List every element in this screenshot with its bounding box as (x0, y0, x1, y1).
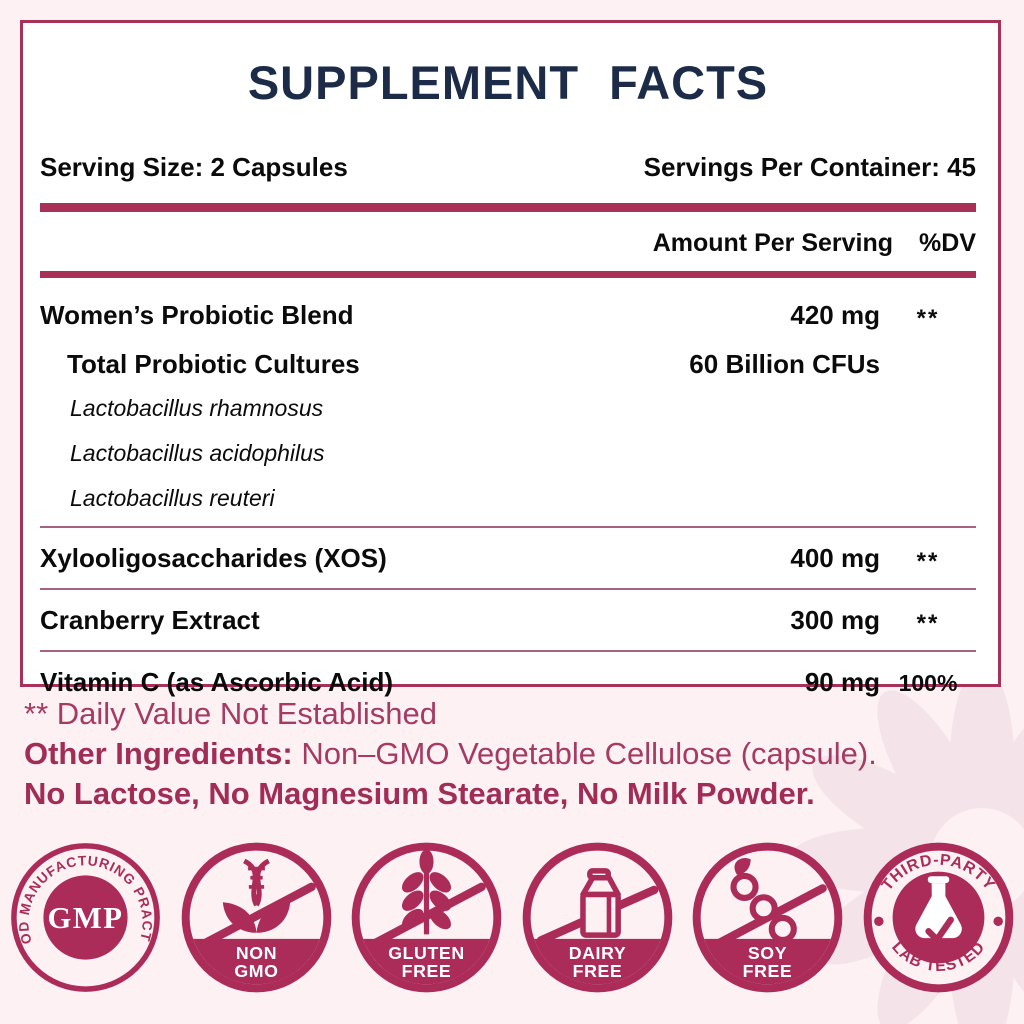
ingredient-name: Cranberry Extract (40, 605, 260, 635)
ingredient-amount: 300 mg (790, 605, 880, 635)
ingredient-row-cranberry: Cranberry Extract 300 mg ** (40, 590, 976, 650)
supplement-facts-panel: SUPPLEMENT FACTS Serving Size: 2 Capsule… (20, 20, 1001, 697)
footnotes: ** Daily Value Not Established Other Ing… (24, 694, 1016, 814)
divider-thin (40, 650, 976, 652)
ingredient-name: Xylooligosaccharides (XOS) (40, 543, 387, 573)
gluten-free-badge-icon: GLUTEN FREE (351, 842, 502, 993)
ingredient-row-probiotic-blend: Women’s Probiotic Blend 420 mg ** (40, 278, 976, 337)
ingredient-amount: 400 mg (790, 543, 880, 573)
amount-per-serving-header: Amount Per Serving (652, 229, 894, 257)
species-row: Lactobacillus acidophilus (40, 431, 976, 476)
ingredient-name: Women’s Probiotic Blend (40, 300, 354, 330)
servings-per-container: Servings Per Container: 45 (643, 152, 976, 182)
badge-label-line2: FREE (743, 961, 793, 981)
non-gmo-badge-icon: NON GMO (181, 842, 331, 993)
species-row: Lactobacillus reuteri (40, 476, 976, 526)
ingredient-row-vitamin-c: Vitamin C (as Ascorbic Acid) 90 mg 100% (40, 652, 976, 698)
species-name: Lactobacillus reuteri (70, 485, 275, 511)
badge-label-line2: GMO (234, 961, 278, 981)
ingredient-dv: 100% (898, 670, 958, 696)
ingredient-dv: ** (916, 610, 940, 637)
ingredient-amount: 60 Billion CFUs (689, 349, 880, 379)
ingredient-dv: ** (916, 305, 940, 332)
page-title: SUPPLEMENT FACTS (247, 56, 769, 109)
serving-size: Serving Size: 2 Capsules (40, 152, 348, 182)
other-ingredients-label: Other Ingredients: (24, 735, 293, 771)
third-party-lab-tested-badge-icon: THIRD-PARTY LAB TESTED (863, 842, 1014, 993)
soy-free-badge-icon: SOY FREE (693, 842, 843, 993)
serving-info-row: Serving Size: 2 Capsules Servings Per Co… (40, 152, 976, 183)
species-name: Lactobacillus acidophilus (70, 440, 325, 466)
free-from-line: No Lactose, No Magnesium Stearate, No Mi… (24, 775, 815, 811)
divider-thin (40, 526, 976, 528)
dv-header: %DV (919, 229, 976, 257)
badge-label-line1: NON (235, 943, 276, 963)
divider-thick-mid (40, 271, 976, 278)
divider-thin (40, 588, 976, 590)
column-headers: Amount Per Serving %DV (40, 229, 976, 258)
certification-badges: GOOD MANUFACTURING PRACTICE GMP NON GMO (0, 841, 1024, 994)
dairy-free-badge-icon: DAIRY FREE (522, 842, 673, 993)
badge-label-line1: SOY (748, 943, 787, 963)
species-name: Lactobacillus rhamnosus (70, 395, 324, 421)
other-ingredients-text: Non–GMO Vegetable Cellulose (capsule). (292, 735, 877, 771)
ingredient-amount: 90 mg (804, 667, 880, 697)
species-row: Lactobacillus rhamnosus (40, 386, 976, 431)
gmp-center-text: GMP (48, 901, 124, 935)
lab-flask-icon (915, 876, 962, 943)
ingredient-row-total-cultures: Total Probiotic Cultures 60 Billion CFUs (40, 337, 976, 386)
ingredient-amount: 420 mg (790, 300, 880, 330)
ingredient-row-xos: Xylooligosaccharides (XOS) 400 mg ** (40, 528, 976, 588)
dv-not-established-note: ** Daily Value Not Established (24, 696, 437, 731)
other-ingredients-line: Other Ingredients: Non–GMO Vegetable Cel… (24, 734, 1016, 774)
ingredient-dv: ** (916, 548, 940, 575)
gmp-badge-icon: GOOD MANUFACTURING PRACTICE GMP (9, 841, 160, 992)
ingredient-name: Total Probiotic Cultures (67, 349, 360, 379)
ingredient-name: Vitamin C (as Ascorbic Acid) (40, 667, 394, 697)
badge-label-line2: FREE (572, 961, 622, 981)
divider-thick-top (40, 203, 976, 212)
badge-label-line1: DAIRY (568, 943, 626, 963)
badge-label-line2: FREE (402, 961, 452, 981)
badge-label-line1: GLUTEN (388, 943, 465, 963)
